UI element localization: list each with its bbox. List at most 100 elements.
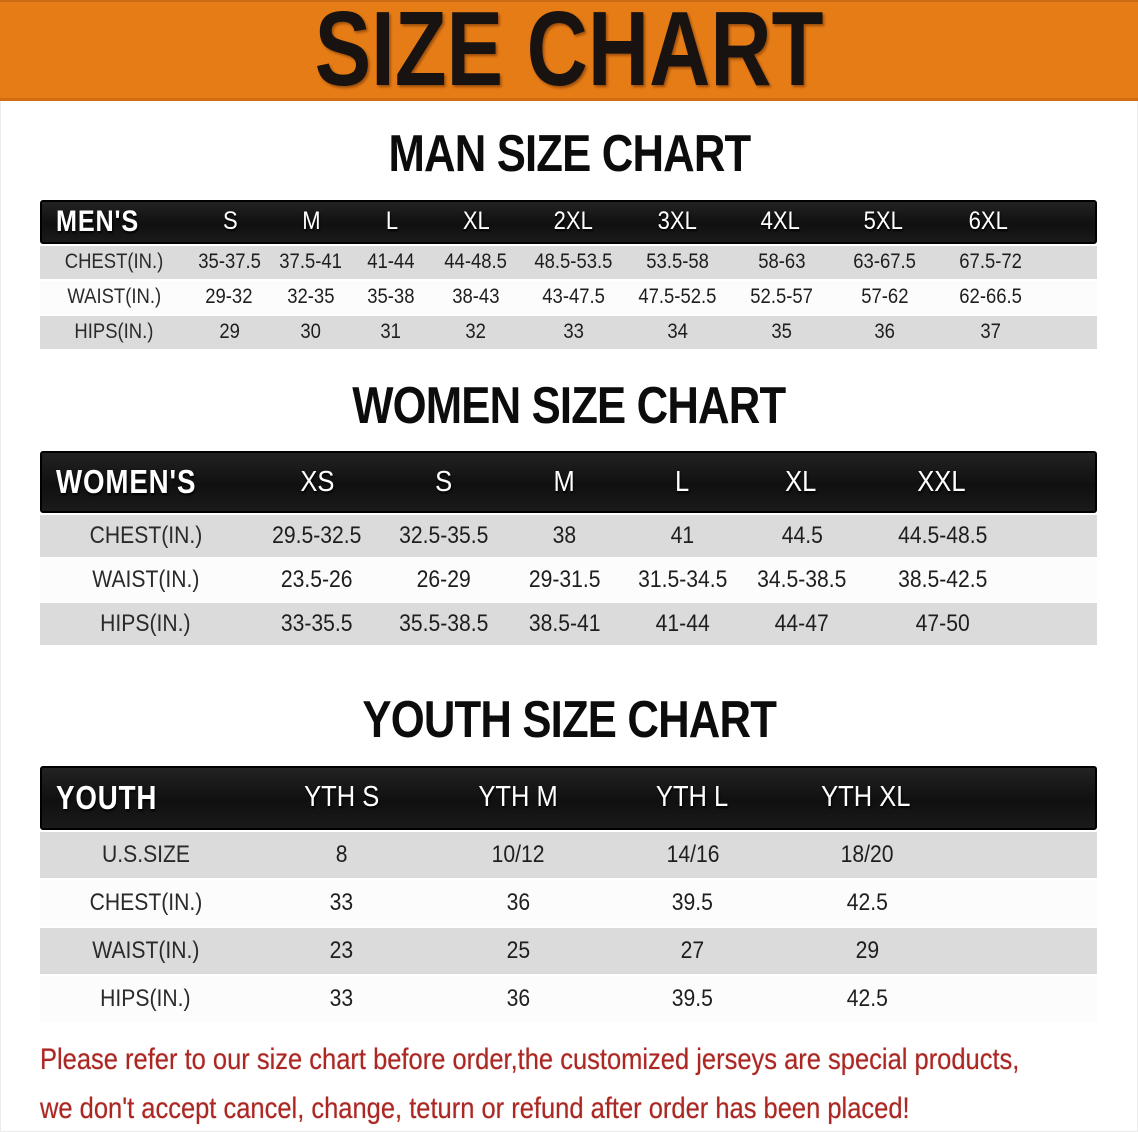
size-row: WAIST(IN.) 23 25 27 29 [40, 927, 1097, 974]
size-row: WAIST(IN.) 23.5-26 26-29 29-31.5 31.5-34.5 34… [40, 559, 1097, 602]
column-header: S [223, 207, 238, 236]
size-value: 29 [855, 936, 879, 964]
size-value: 37 [979, 320, 1001, 344]
spacer-cell [954, 928, 1097, 974]
size-value: 47.5-52.5 [638, 285, 717, 309]
group-label: MEN'S [56, 204, 140, 238]
size-value: 32-35 [286, 285, 335, 309]
row-label: WAIST(IN.) [92, 566, 200, 594]
size-row: HIPS(IN.) 33-35.5 35.5-38.5 38.5-41 41-44 44-… [40, 603, 1097, 646]
size-value: 44-47 [775, 610, 830, 638]
size-value: 39.5 [672, 888, 714, 916]
row-label: HIPS(IN.) [100, 610, 191, 638]
disclaimer-note: Please refer to our size chart before or… [40, 1038, 1138, 1132]
size-value: 35 [771, 320, 792, 344]
size-value: 63-67.5 [853, 250, 916, 274]
size-value: 18/20 [840, 840, 894, 868]
size-value: 38-43 [452, 285, 500, 309]
column-header: S [435, 465, 453, 498]
size-row: HIPS(IN.) 29 30 31 32 33 34 35 36 37 [40, 315, 1097, 349]
size-value: 33 [562, 320, 584, 344]
size-value: 8 [335, 840, 348, 868]
column-header: 6XL [968, 207, 1009, 236]
size-row: WAIST(IN.) 29-32 32-35 35-38 38-43 43-47.5 47.… [40, 280, 1097, 314]
size-value: 44-48.5 [444, 250, 508, 274]
size-value: 30 [300, 320, 321, 344]
size-value: 14/16 [666, 840, 720, 868]
size-value: 41-44 [655, 610, 710, 638]
spacer-cell [1042, 202, 1095, 242]
size-value: 33 [329, 984, 353, 1012]
size-value: 35-38 [367, 285, 415, 309]
size-value: 34 [667, 320, 689, 344]
size-value: 41 [670, 522, 695, 550]
spacer-cell [1044, 316, 1097, 349]
spacer-cell [954, 832, 1097, 878]
size-value: 41-44 [367, 250, 415, 274]
size-chart-banner: SIZE CHART [0, 0, 1138, 108]
size-value: 23 [329, 936, 353, 964]
row-label: CHEST(IN.) [64, 250, 164, 274]
section-title-man: MAN SIZE CHART [388, 125, 751, 183]
size-value: 43-47.5 [541, 285, 605, 309]
section-title-youth: YOUTH SIZE CHART [362, 691, 777, 750]
column-header: YTH L [656, 781, 729, 814]
banner-title: SIZE CHART [314, 0, 824, 108]
group-label: YOUTH [56, 778, 158, 816]
size-value: 23.5-26 [280, 566, 353, 594]
spacer-cell [1021, 453, 1095, 511]
size-row: CHEST(IN.) 35-37.5 37.5-41 41-44 44-48.5 48.5… [40, 245, 1097, 279]
table-header-bar: YOUTH YTH S YTH M YTH L YTH XL [40, 765, 1097, 830]
row-label: U.S.SIZE [101, 840, 190, 868]
column-header: L [385, 207, 398, 236]
column-header: XL [785, 465, 817, 498]
size-value: 34.5-38.5 [757, 566, 847, 594]
size-value: 33 [329, 888, 353, 916]
spacer-cell [1044, 246, 1097, 279]
size-value: 36 [506, 984, 531, 1012]
size-value: 67.5-72 [958, 250, 1022, 274]
group-label: WOMEN'S [56, 463, 197, 501]
spacer-cell [954, 880, 1097, 926]
column-header: 3XL [657, 207, 697, 236]
size-value: 42.5 [846, 888, 888, 916]
column-header: YTH XL [821, 781, 911, 814]
size-value: 44.5 [781, 522, 823, 550]
size-value: 37.5-41 [279, 250, 342, 274]
size-row: CHEST(IN.) 33 36 39.5 42.5 [40, 879, 1097, 926]
size-value: 42.5 [846, 984, 888, 1012]
size-value: 62-66.5 [958, 285, 1022, 309]
spacer-cell [1023, 515, 1097, 557]
column-header: YTH S [304, 781, 380, 814]
size-value: 47-50 [915, 610, 970, 638]
column-header: 5XL [863, 207, 903, 236]
column-header: M [553, 465, 575, 498]
size-value: 36 [874, 320, 895, 344]
size-value: 52.5-57 [750, 285, 813, 309]
size-value: 53.5-58 [646, 250, 710, 274]
size-value: 32.5-35.5 [398, 522, 488, 550]
size-row: CHEST(IN.) 29.5-32.5 32.5-35.5 38 41 44.5 44.5… [40, 515, 1097, 558]
column-header: 2XL [553, 207, 593, 236]
row-label: HIPS(IN.) [100, 984, 191, 1012]
size-value: 58-63 [757, 250, 806, 274]
size-value: 39.5 [672, 984, 714, 1012]
size-value: 35-37.5 [197, 250, 261, 274]
column-header: XXL [917, 465, 966, 498]
column-header: L [675, 465, 690, 498]
size-value: 10/12 [491, 840, 545, 868]
column-header: M [302, 207, 321, 236]
size-value: 29-32 [205, 285, 253, 309]
spacer-cell [1023, 603, 1097, 645]
table-header-bar: WOMEN'S XS S M L XL XXL [40, 451, 1097, 514]
column-header: XL [462, 207, 490, 236]
size-value: 29 [218, 320, 240, 344]
size-value: 26-29 [416, 566, 471, 594]
size-value: 38 [552, 522, 576, 550]
size-value: 29.5-32.5 [271, 522, 362, 550]
size-value: 38.5-42.5 [897, 566, 988, 594]
size-value: 35.5-38.5 [398, 610, 488, 638]
size-value: 31.5-34.5 [637, 566, 728, 594]
row-label: WAIST(IN.) [67, 285, 161, 309]
